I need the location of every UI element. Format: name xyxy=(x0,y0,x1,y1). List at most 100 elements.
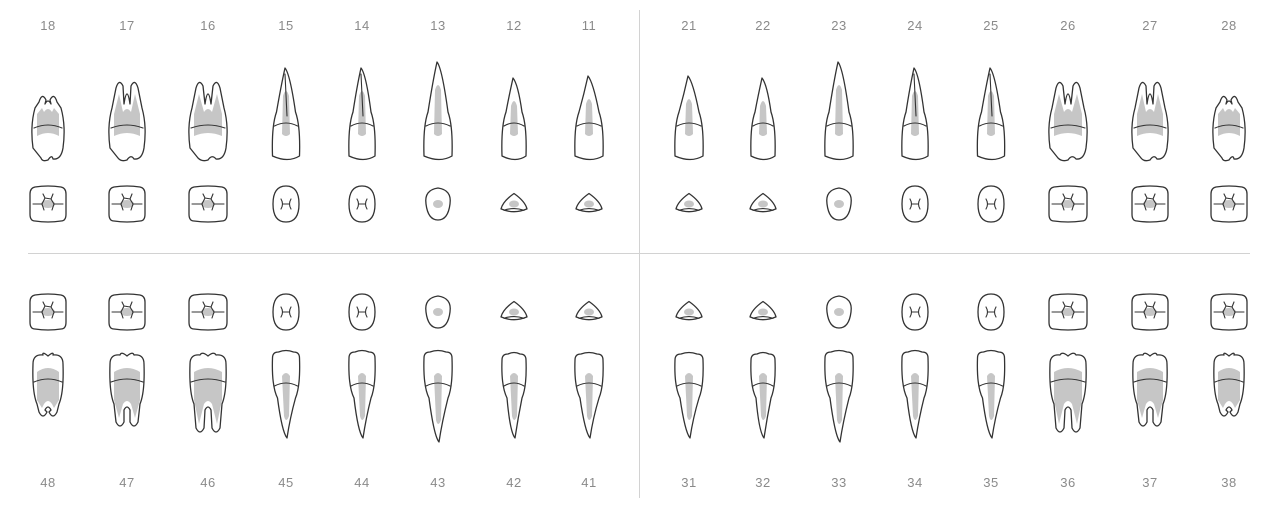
tooth-side-view-33 xyxy=(824,349,854,443)
tooth-number-42: 42 xyxy=(506,475,521,490)
tooth-48[interactable]: 48 xyxy=(29,293,67,490)
tooth-side-view-12 xyxy=(501,77,527,161)
tooth-number-22: 22 xyxy=(755,18,770,33)
tooth-side-view-24 xyxy=(901,67,929,161)
tooth-occlusal-view-43 xyxy=(425,295,451,329)
tooth-occlusal-view-28 xyxy=(1210,185,1248,223)
tooth-occlusal-view-14 xyxy=(348,185,376,223)
tooth-46[interactable]: 46 xyxy=(188,293,228,490)
tooth-21[interactable]: 21 xyxy=(674,18,704,213)
tooth-number-32: 32 xyxy=(755,475,770,490)
tooth-number-48: 48 xyxy=(40,475,55,490)
tooth-43[interactable]: 43 xyxy=(423,295,453,490)
tooth-number-21: 21 xyxy=(681,18,696,33)
tooth-number-43: 43 xyxy=(430,475,445,490)
tooth-number-17: 17 xyxy=(119,18,134,33)
tooth-37[interactable]: 37 xyxy=(1131,293,1169,490)
tooth-18[interactable]: 18 xyxy=(29,18,67,223)
tooth-38[interactable]: 38 xyxy=(1210,293,1248,490)
tooth-number-37: 37 xyxy=(1142,475,1157,490)
tooth-side-view-48 xyxy=(32,352,64,417)
tooth-25[interactable]: 25 xyxy=(976,18,1006,223)
tooth-side-view-25 xyxy=(976,67,1006,161)
tooth-side-view-11 xyxy=(574,75,604,161)
tooth-33[interactable]: 33 xyxy=(824,295,854,490)
tooth-number-38: 38 xyxy=(1221,475,1236,490)
tooth-35[interactable]: 35 xyxy=(976,293,1006,490)
tooth-side-view-13 xyxy=(423,61,453,161)
tooth-occlusal-view-17 xyxy=(108,185,146,223)
tooth-occlusal-view-34 xyxy=(901,293,929,331)
tooth-12[interactable]: 12 xyxy=(500,18,528,213)
tooth-side-view-22 xyxy=(750,77,776,161)
tooth-number-47: 47 xyxy=(119,475,134,490)
tooth-side-view-21 xyxy=(674,75,704,161)
tooth-number-26: 26 xyxy=(1060,18,1075,33)
tooth-number-23: 23 xyxy=(831,18,846,33)
tooth-occlusal-view-31 xyxy=(675,300,703,321)
tooth-16[interactable]: 16 xyxy=(188,18,228,223)
tooth-number-35: 35 xyxy=(983,475,998,490)
tooth-15[interactable]: 15 xyxy=(271,18,301,223)
tooth-side-view-34 xyxy=(901,349,929,439)
tooth-occlusal-view-46 xyxy=(188,293,228,331)
tooth-occlusal-view-22 xyxy=(749,192,777,213)
tooth-23[interactable]: 23 xyxy=(824,18,854,221)
tooth-side-view-38 xyxy=(1213,352,1245,417)
tooth-14[interactable]: 14 xyxy=(348,18,376,223)
tooth-number-28: 28 xyxy=(1221,18,1236,33)
tooth-number-18: 18 xyxy=(40,18,55,33)
tooth-17[interactable]: 17 xyxy=(108,18,146,223)
tooth-side-view-46 xyxy=(189,352,227,433)
tooth-side-view-26 xyxy=(1048,81,1088,162)
tooth-occlusal-view-26 xyxy=(1048,185,1088,223)
tooth-side-view-18 xyxy=(31,95,65,162)
tooth-occlusal-view-44 xyxy=(348,293,376,331)
tooth-side-view-45 xyxy=(271,349,301,439)
tooth-occlusal-view-23 xyxy=(826,187,852,221)
tooth-36[interactable]: 36 xyxy=(1048,293,1088,490)
tooth-number-25: 25 xyxy=(983,18,998,33)
tooth-28[interactable]: 28 xyxy=(1210,18,1248,223)
tooth-number-12: 12 xyxy=(506,18,521,33)
tooth-32[interactable]: 32 xyxy=(749,300,777,491)
tooth-side-view-35 xyxy=(976,349,1006,439)
tooth-13[interactable]: 13 xyxy=(423,18,453,221)
tooth-side-view-31 xyxy=(674,351,704,439)
tooth-31[interactable]: 31 xyxy=(674,300,704,491)
tooth-side-view-47 xyxy=(109,352,145,427)
tooth-side-view-43 xyxy=(423,349,453,443)
tooth-occlusal-view-13 xyxy=(425,187,451,221)
tooth-24[interactable]: 24 xyxy=(901,18,929,223)
tooth-45[interactable]: 45 xyxy=(271,293,301,490)
tooth-side-view-32 xyxy=(750,351,776,439)
tooth-occlusal-view-48 xyxy=(29,293,67,331)
tooth-number-16: 16 xyxy=(200,18,215,33)
tooth-number-11: 11 xyxy=(582,18,597,33)
tooth-41[interactable]: 41 xyxy=(574,300,604,491)
tooth-occlusal-view-11 xyxy=(575,192,603,213)
tooth-side-view-37 xyxy=(1132,352,1168,427)
tooth-44[interactable]: 44 xyxy=(348,293,376,490)
tooth-11[interactable]: 11 xyxy=(574,18,604,213)
tooth-47[interactable]: 47 xyxy=(108,293,146,490)
tooth-side-view-27 xyxy=(1131,81,1169,162)
tooth-occlusal-view-47 xyxy=(108,293,146,331)
tooth-occlusal-view-41 xyxy=(575,300,603,321)
tooth-number-15: 15 xyxy=(278,18,293,33)
tooth-side-view-44 xyxy=(348,349,376,439)
tooth-number-44: 44 xyxy=(354,475,369,490)
tooth-34[interactable]: 34 xyxy=(901,293,929,490)
tooth-22[interactable]: 22 xyxy=(749,18,777,213)
tooth-side-view-15 xyxy=(271,67,301,161)
tooth-27[interactable]: 27 xyxy=(1131,18,1169,223)
tooth-26[interactable]: 26 xyxy=(1048,18,1088,223)
tooth-side-view-42 xyxy=(501,351,527,439)
tooth-number-45: 45 xyxy=(278,475,293,490)
tooth-occlusal-view-36 xyxy=(1048,293,1088,331)
tooth-occlusal-view-32 xyxy=(749,300,777,321)
tooth-42[interactable]: 42 xyxy=(500,300,528,491)
tooth-occlusal-view-21 xyxy=(675,192,703,213)
tooth-number-14: 14 xyxy=(354,18,369,33)
